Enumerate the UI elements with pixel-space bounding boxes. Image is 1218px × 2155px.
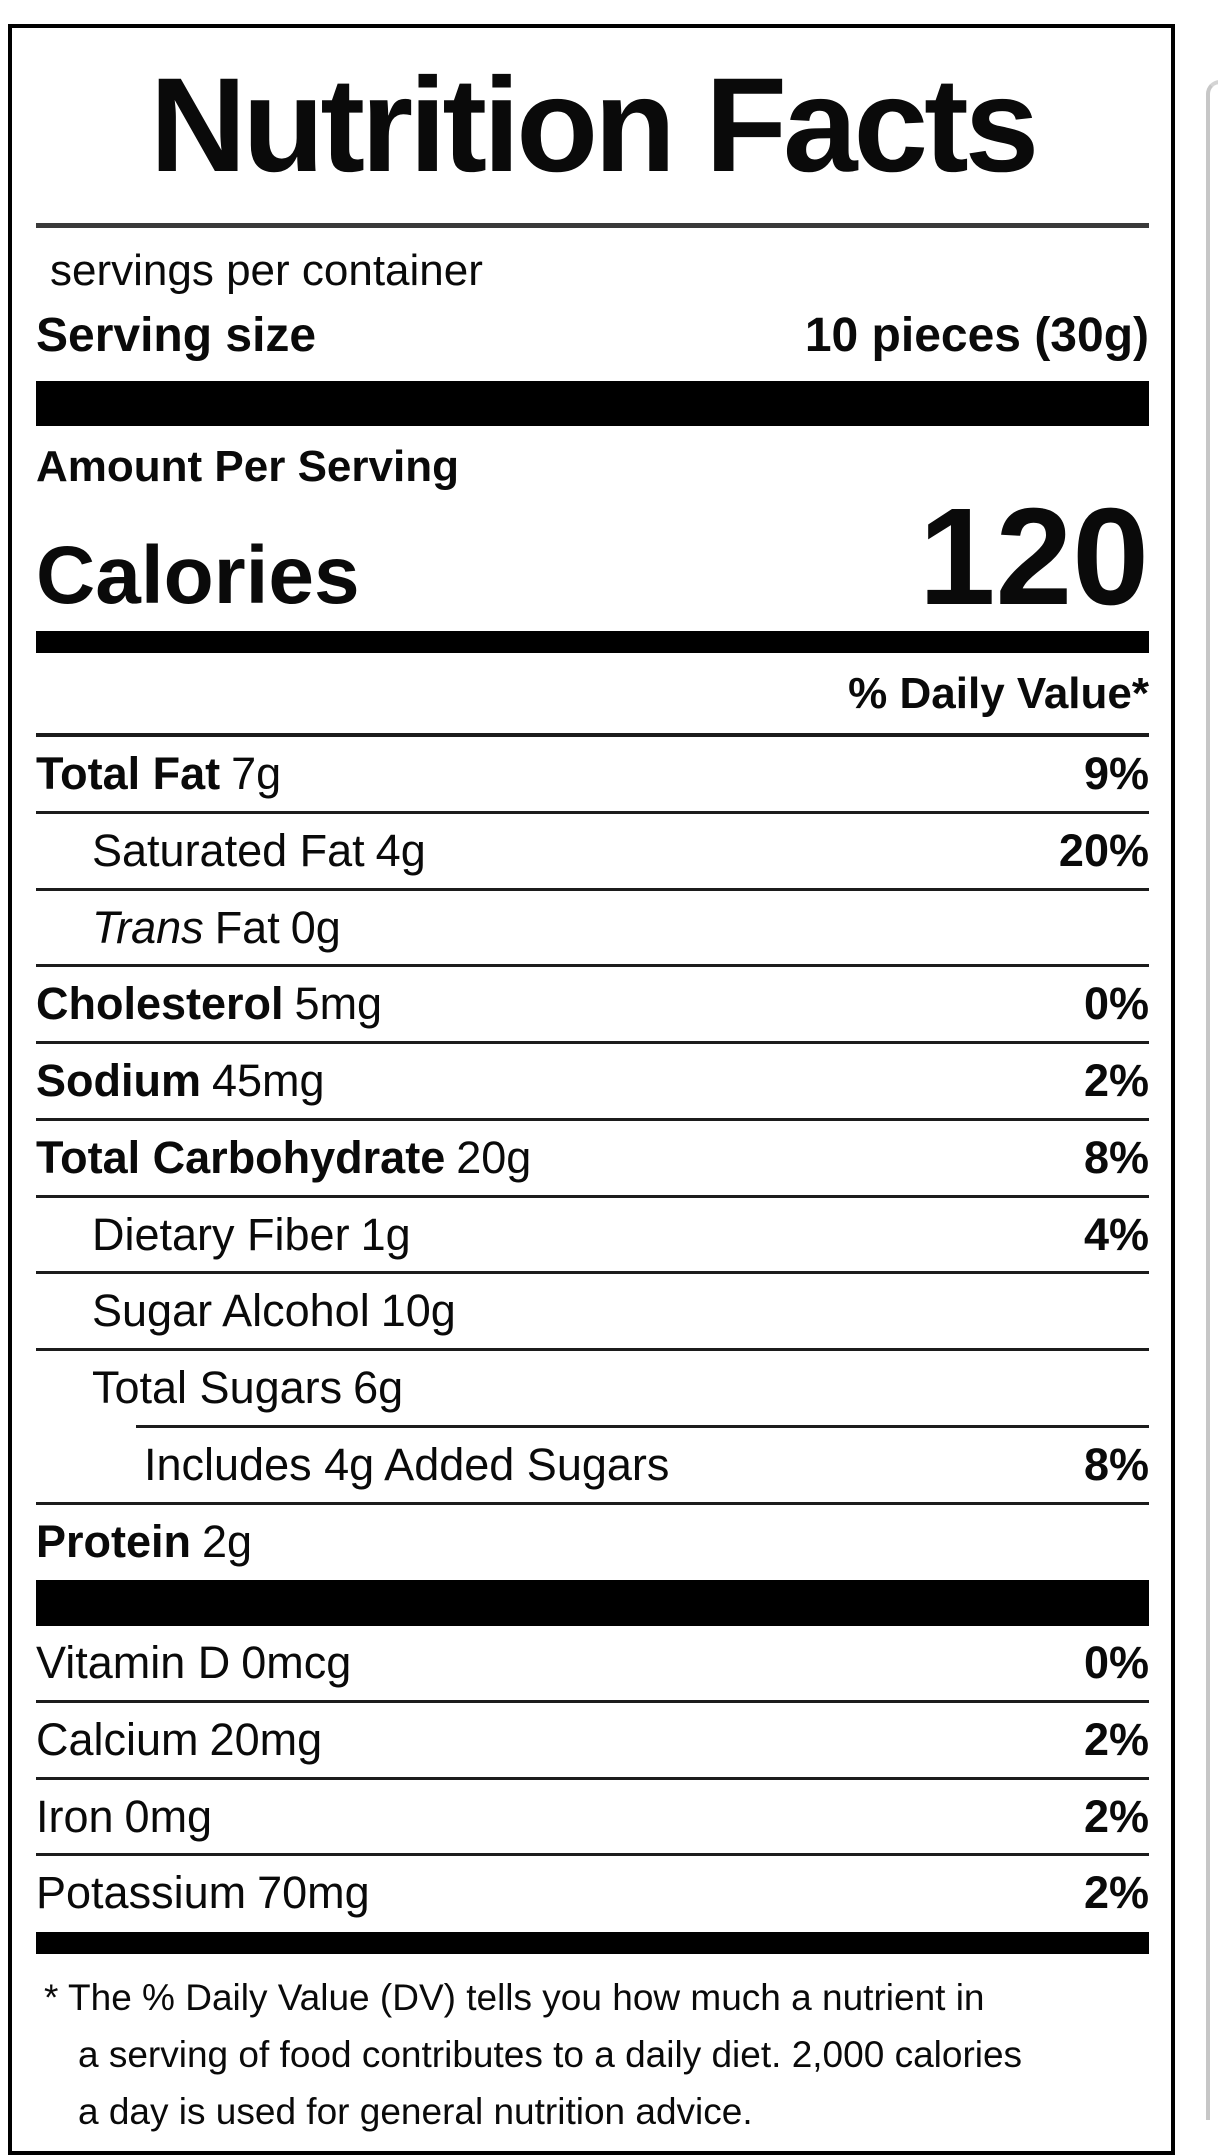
divider	[36, 1776, 1149, 1780]
nutrient-row-cholesterol: Cholesterol 5mg 0%	[36, 967, 1149, 1041]
servings-per-container: servings per container	[50, 245, 483, 295]
nutrient-percent: 9%	[1083, 748, 1149, 800]
nutrient-percent: 2%	[1083, 1055, 1149, 1107]
vitamin-row-potassium: Potassium 70mg 2%	[36, 1856, 1149, 1930]
nutrient-percent: 4%	[1083, 1208, 1149, 1260]
nutrient-amount: 45mg	[212, 1055, 325, 1107]
nutrient-row-dietary-fiber: Dietary Fiber 1g 4%	[36, 1198, 1149, 1272]
serving-size-row: Serving size 10 pieces (30g)	[36, 308, 1149, 363]
vitamin-row-calcium: Calcium 20mg 2%	[36, 1703, 1149, 1777]
nutrition-facts-label: Nutrition Facts servings per container S…	[8, 24, 1175, 2155]
nutrient-row-trans-fat: Trans Fat 0g	[36, 891, 1149, 965]
footnote-line: a day is used for general nutrition advi…	[78, 2091, 753, 2133]
vitamin-amount: 70mg	[257, 1867, 370, 1919]
calories-row: Calories 120	[36, 480, 1149, 635]
vitamin-row-vitamin-d: Vitamin D 0mcg 0%	[36, 1626, 1149, 1700]
calories-value: 120	[918, 480, 1149, 635]
nutrient-name: Sugar Alcohol	[92, 1285, 370, 1337]
nutrient-name: Total Fat	[36, 748, 221, 800]
vitamin-percent: 2%	[1083, 1790, 1149, 1842]
vitamin-percent: 2%	[1083, 1713, 1149, 1765]
amount-per-serving: Amount Per Serving	[36, 442, 459, 492]
daily-value-footnote: * The % Daily Value (DV) tells you how m…	[36, 1970, 1149, 2141]
divider	[36, 1194, 1149, 1198]
section-bar-vitamins	[36, 1580, 1149, 1627]
nutrient-percent: 0%	[1083, 978, 1149, 1030]
nutrient-row-total-carbohydrate: Total Carbohydrate 20g 8%	[36, 1121, 1149, 1195]
vitamin-amount: 0mg	[124, 1790, 213, 1842]
label-title: Nutrition Facts	[149, 51, 1039, 200]
nutrient-name: Saturated Fat	[92, 824, 365, 876]
vitamin-amount: 20mg	[209, 1713, 323, 1765]
nutrient-row-added-sugars: Includes 4g Added Sugars 8%	[36, 1428, 1149, 1502]
nutrient-amount: 20g	[456, 1131, 532, 1183]
nutrient-name: Dietary Fiber	[92, 1208, 350, 1260]
vitamin-name: Vitamin D	[36, 1637, 231, 1689]
divider	[36, 1699, 1149, 1703]
nutrient-row-total-sugars: Total Sugars 6g	[36, 1351, 1149, 1425]
title-divider	[36, 222, 1149, 228]
nutrient-amount: 2g	[202, 1515, 253, 1567]
nutrient-amount: 10g	[380, 1285, 456, 1337]
nutrient-percent: 8%	[1083, 1131, 1149, 1183]
vitamin-row-iron: Iron 0mg 2%	[36, 1780, 1149, 1854]
nutrient-row-total-fat: Total Fat 7g 9%	[36, 737, 1149, 811]
nutrient-row-sugar-alcohol: Sugar Alcohol 10g	[36, 1274, 1149, 1348]
calories-label: Calories	[36, 530, 360, 622]
divider	[36, 810, 1149, 814]
nutrient-name: Sodium	[36, 1055, 201, 1107]
divider	[36, 964, 1149, 968]
divider	[36, 1041, 1149, 1045]
nutrient-name: Protein	[36, 1515, 192, 1567]
vitamin-percent: 0%	[1083, 1637, 1149, 1689]
vitamin-percent: 2%	[1083, 1867, 1149, 1919]
serving-size-value: 10 pieces (30g)	[804, 308, 1149, 362]
footnote-line: a serving of food contributes to a daily…	[78, 2034, 1023, 2076]
vitamin-amount: 0mcg	[241, 1637, 352, 1689]
section-bar-top	[36, 380, 1149, 427]
nutrient-amount: 1g	[360, 1208, 411, 1260]
vitamin-name: Iron	[36, 1790, 114, 1842]
divider	[36, 1271, 1149, 1275]
vitamin-name: Calcium	[36, 1713, 199, 1765]
nutrient-amount: 0g	[290, 901, 341, 953]
nutrient-name: Total Carbohydrate	[36, 1131, 446, 1183]
nutrient-name: Includes 4g Added Sugars	[144, 1438, 670, 1490]
adjacent-label-edge	[1206, 80, 1218, 2120]
divider	[36, 1117, 1149, 1121]
nutrient-percent: 8%	[1083, 1438, 1149, 1490]
nutrient-name: Fat	[214, 901, 280, 953]
nutrient-amount: 5mg	[294, 978, 383, 1030]
divider	[36, 1501, 1149, 1505]
serving-size-label: Serving size	[36, 308, 317, 362]
nutrient-row-saturated-fat: Saturated Fat 4g 20%	[36, 814, 1149, 888]
nutrient-name-italic: Trans	[92, 901, 204, 953]
nutrient-amount: 4g	[375, 824, 426, 876]
nutrient-name: Cholesterol	[36, 978, 284, 1030]
vitamin-name: Potassium	[36, 1867, 247, 1919]
footnote-line: * The % Daily Value (DV) tells you how m…	[44, 1977, 985, 2019]
divider	[36, 1348, 1149, 1352]
divider	[36, 887, 1149, 891]
nutrient-row-sodium: Sodium 45mg 2%	[36, 1044, 1149, 1118]
section-bar-footnote	[36, 1932, 1149, 1955]
nutrient-amount: 7g	[231, 748, 282, 800]
daily-value-header: % Daily Value*	[848, 669, 1149, 719]
nutrient-percent: 20%	[1058, 824, 1149, 876]
nutrient-amount: 6g	[353, 1362, 404, 1414]
divider	[36, 1853, 1149, 1857]
divider-indented	[136, 1424, 1149, 1428]
nutrient-name: Total Sugars	[92, 1362, 343, 1414]
section-bar-calories	[36, 631, 1149, 654]
nutrient-row-protein: Protein 2g	[36, 1505, 1149, 1579]
divider	[36, 733, 1149, 738]
